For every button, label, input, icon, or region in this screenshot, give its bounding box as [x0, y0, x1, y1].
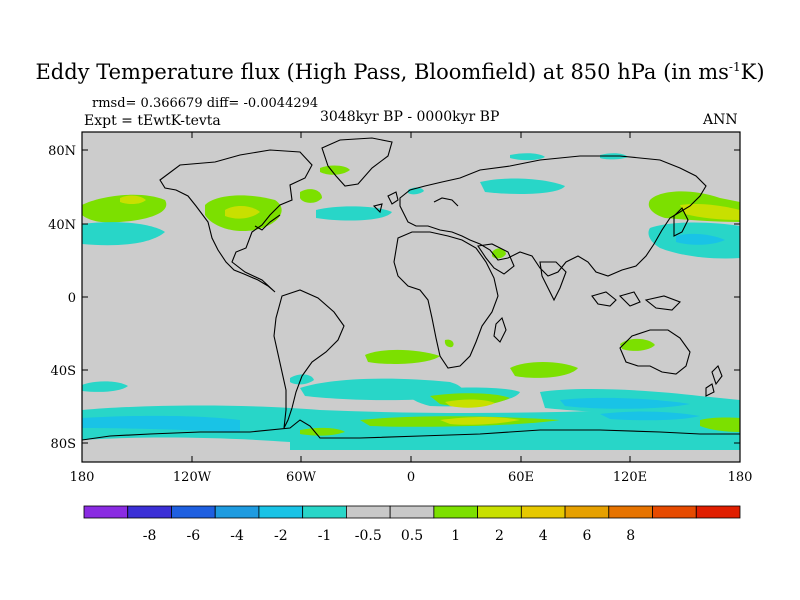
- colorbar-label: 8: [626, 528, 635, 544]
- lon-label: 180: [70, 470, 95, 485]
- lat-label: 80S: [51, 437, 76, 452]
- colorbar-box: [433, 505, 479, 519]
- lon-label: 120E: [613, 470, 647, 485]
- lat-labels: 80N 40N 0 40S 80S: [48, 144, 76, 452]
- colorbar-box: [608, 505, 653, 519]
- experiment-label: Expt = tEwtK-tevta: [84, 113, 221, 129]
- colorbar-box: [652, 505, 697, 519]
- colorbar-box: [695, 505, 741, 519]
- colorbar-box: [302, 505, 347, 519]
- colorbar-label: 1: [451, 528, 460, 544]
- colorbar-box: [520, 505, 566, 519]
- season-label: ANN: [703, 112, 738, 128]
- lon-label: 120W: [173, 470, 212, 485]
- colorbar-label: 2: [495, 528, 504, 544]
- colorbar-box: [258, 505, 304, 519]
- lat-label: 40S: [51, 364, 76, 379]
- coastlines: [82, 137, 740, 441]
- colorbar-box: [214, 505, 260, 519]
- colorbar-label: -0.5: [355, 528, 382, 544]
- lat-label: 80N: [48, 144, 76, 159]
- lon-label: 0: [407, 470, 415, 485]
- lon-label: 180: [728, 470, 753, 485]
- colorbar-box: [389, 505, 435, 519]
- chart-title: Eddy Temperature flux (High Pass, Bloomf…: [35, 60, 765, 84]
- colorbar-box: [345, 505, 391, 519]
- colorbar-label: 4: [539, 528, 548, 544]
- lon-label: 60W: [286, 470, 317, 485]
- stats-label: rmsd= 0.366679 diff= -0.0044294: [92, 96, 319, 111]
- colorbar-label: -1: [318, 528, 332, 544]
- colorbar-box: [477, 505, 522, 519]
- colorbar-label: -2: [274, 528, 288, 544]
- colorbar-label: -4: [230, 528, 244, 544]
- lon-labels: 180 120W 60W 0 60E 120E 180: [70, 470, 753, 485]
- colorbar-label: 0.5: [401, 528, 423, 544]
- lat-ticks: [82, 149, 740, 444]
- lon-ticks: [81, 132, 741, 462]
- colorbar-labels: -8 -6 -4 -2 -1 -0.5 0.5 1 2 4 6 8: [143, 528, 635, 544]
- colorbar-label: -6: [187, 528, 201, 544]
- lat-label: 0: [68, 291, 76, 306]
- colorbar-box: [171, 505, 216, 519]
- lon-label: 60E: [508, 470, 534, 485]
- colorbar-label: -8: [143, 528, 157, 544]
- colorbar-box: [83, 505, 129, 519]
- colorbar-box: [564, 505, 610, 519]
- period-label: 3048kyr BP - 0000kyr BP: [320, 109, 500, 125]
- colorbar-label: 6: [582, 528, 591, 544]
- colorbar: [83, 505, 741, 519]
- lat-label: 40N: [48, 218, 76, 233]
- anomaly-field: [82, 153, 740, 452]
- colorbar-box: [127, 505, 172, 519]
